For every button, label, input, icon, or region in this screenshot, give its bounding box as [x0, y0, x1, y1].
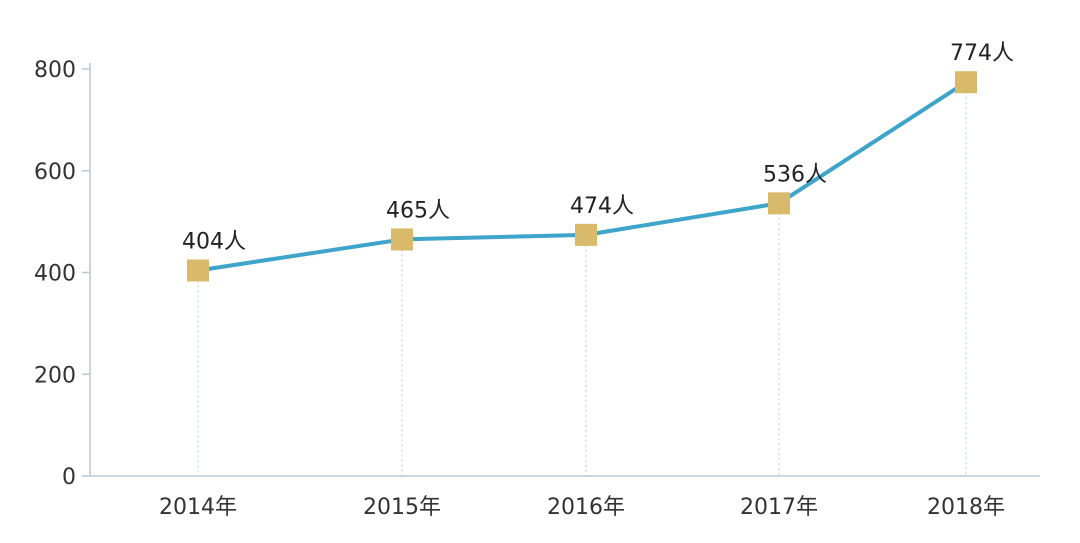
- data-label: 474人: [570, 194, 634, 219]
- data-label: 465人: [386, 198, 450, 223]
- data-point-marker: [768, 192, 790, 215]
- y-tick-label: 800: [34, 58, 76, 83]
- data-point-marker: [391, 228, 413, 251]
- data-label: 404人: [182, 229, 246, 254]
- x-axis-ticks: 2014年 2015年 2016年 2017年 2018年: [159, 495, 1005, 520]
- chart-axes: [89, 63, 1040, 477]
- data-label: 774人: [950, 41, 1014, 66]
- vertical-guide-lines: [197, 82, 967, 476]
- data-label: 536人: [763, 162, 827, 187]
- data-point-marker: [575, 223, 597, 246]
- series-markers: [187, 71, 977, 282]
- data-labels: 404人 465人 474人 536人 774人: [182, 41, 1014, 254]
- y-tick-label: 400: [34, 262, 76, 287]
- y-tick-label: 0: [62, 465, 76, 490]
- data-point-marker: [187, 259, 209, 282]
- x-tick-label: 2015年: [363, 495, 441, 520]
- data-point-marker: [955, 71, 977, 94]
- x-tick-label: 2014年: [159, 495, 237, 520]
- y-tick-label: 200: [34, 363, 76, 388]
- y-tick-label: 600: [34, 160, 76, 185]
- y-axis-ticks: 0 200 400 600 800: [34, 58, 90, 490]
- x-tick-label: 2017年: [740, 495, 818, 520]
- x-tick-label: 2018年: [927, 495, 1005, 520]
- x-tick-label: 2016年: [547, 495, 625, 520]
